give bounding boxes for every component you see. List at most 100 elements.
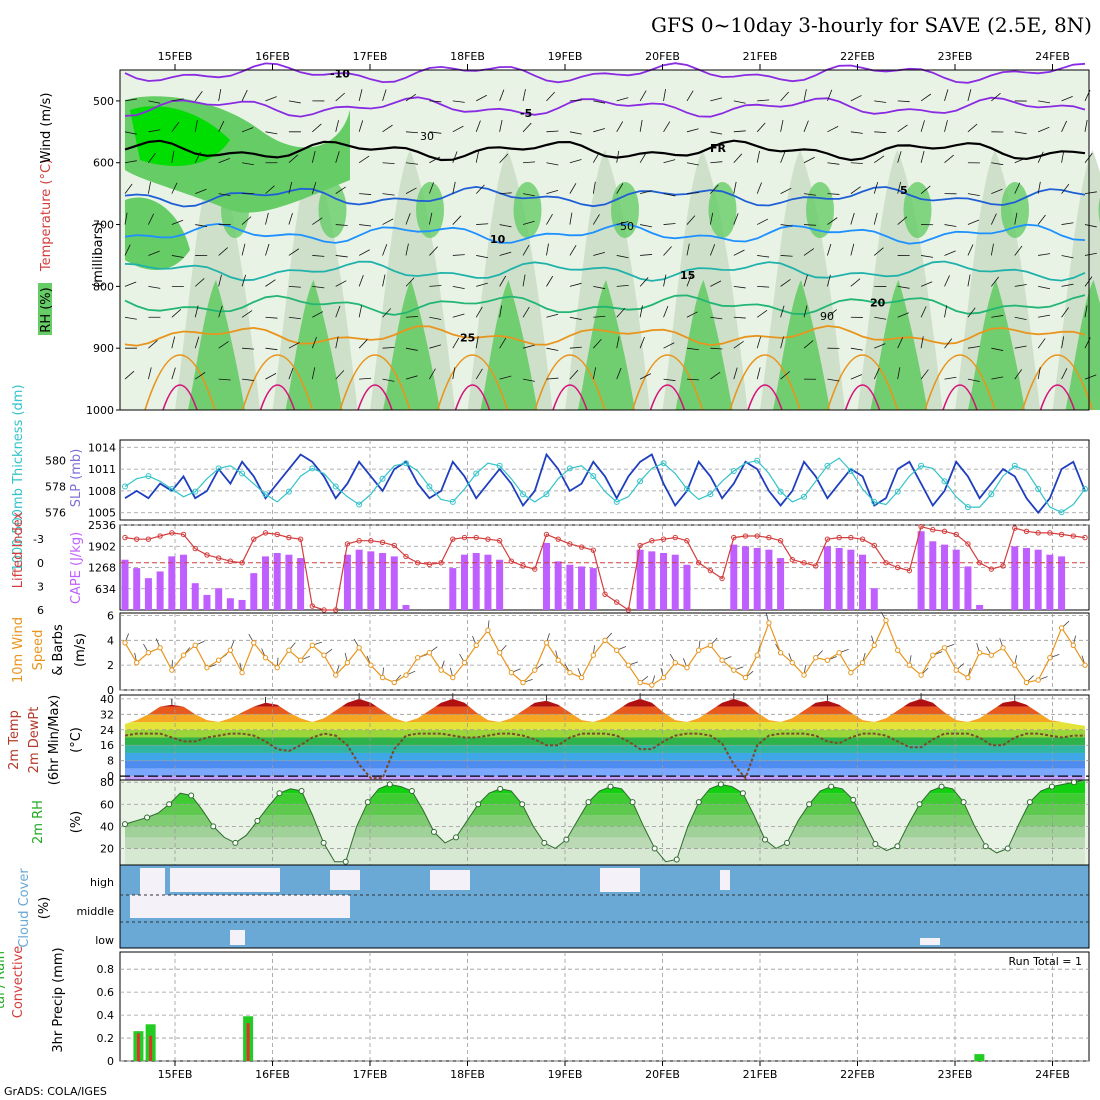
wind-barb: [148, 285, 161, 289]
wind-marker: [918, 672, 924, 678]
cape-bar: [484, 554, 492, 610]
cape-bar: [859, 554, 867, 610]
wind-barb: [569, 159, 582, 164]
bottom-date-label: 17FEB: [353, 1068, 388, 1081]
wind-barb: [382, 274, 386, 287]
wind-marker: [695, 647, 702, 653]
wind-barb: [148, 152, 156, 163]
wind-barb: [288, 212, 293, 225]
wind-barb: [967, 89, 972, 102]
wind-barb: [569, 282, 582, 287]
li-marker: [1082, 534, 1088, 541]
li-marker: [1070, 533, 1076, 539]
wind-barb: [171, 150, 175, 163]
wind-barb: [1061, 150, 1065, 163]
bottom-date-label: 23FEB: [938, 1068, 973, 1081]
top-date-label: 23FEB: [938, 50, 973, 63]
cape-bar: [964, 566, 972, 610]
rh-marker: [673, 856, 680, 863]
wind-marker: [953, 667, 959, 673]
li-marker: [859, 536, 866, 542]
li-marker: [274, 531, 280, 538]
wind-barb: [1037, 338, 1046, 349]
wind-barb: [194, 278, 205, 287]
wind-barb: [1037, 181, 1041, 194]
wind-marker: [543, 640, 550, 646]
isotherm-bump-hot: [552, 384, 588, 411]
wind-barb: [709, 212, 714, 225]
li-marker: [1035, 530, 1041, 536]
wind-barb: [265, 347, 278, 351]
wind-barb: [405, 277, 415, 287]
wind-axis-label-2: Speed: [31, 630, 46, 671]
cape-bar: [191, 583, 199, 610]
wind-barb: [476, 282, 488, 287]
li-marker: [356, 538, 362, 544]
wind-barb: [335, 370, 345, 380]
rh-tick-label: 20: [100, 842, 114, 855]
rh-tick-label: 60: [100, 798, 114, 811]
wind-barb: [452, 151, 458, 163]
wind-barb: [640, 224, 652, 228]
cape-bar: [238, 599, 246, 610]
wind-barb: [405, 187, 417, 194]
wind-barb: [475, 368, 483, 380]
thickness-marker: [1011, 462, 1018, 469]
wind-barb: [1061, 255, 1074, 259]
wind-barb: [733, 285, 746, 289]
top-date-label: 21FEB: [743, 50, 778, 63]
wind-barb: [874, 316, 887, 320]
wind-barb: [874, 100, 887, 103]
wind-barb: [733, 316, 746, 319]
wind-barb: [616, 255, 629, 259]
wind-barb: [850, 278, 861, 287]
wind-barb: [382, 89, 387, 102]
wind-barb: [1084, 191, 1097, 195]
rh-marker: [364, 799, 371, 806]
cape-bar: [168, 556, 176, 610]
li-marker: [227, 558, 234, 564]
wind-barb: [569, 245, 577, 256]
thickness-marker: [894, 488, 901, 495]
wind-marker: [344, 659, 351, 666]
wind-marker: [930, 652, 936, 658]
wind-barb: [944, 275, 950, 287]
wind-marker: [672, 659, 678, 666]
wind-barb: [359, 377, 372, 380]
wind-barb: [920, 120, 925, 132]
wind-barb: [897, 367, 901, 380]
wind-barb: [452, 181, 456, 194]
li-marker: [145, 536, 152, 542]
rh-patch-mid-left: [125, 197, 190, 270]
wind-barb: [499, 375, 512, 380]
wind-barb: [1014, 316, 1027, 321]
wind-barb: [663, 305, 669, 318]
isotherm-bump-hot: [942, 384, 978, 411]
li-marker: [414, 560, 421, 566]
thickness-marker: [707, 491, 714, 498]
wind-barb: [616, 221, 629, 225]
wind-barb: [358, 89, 363, 102]
wind-barb: [475, 306, 483, 318]
wind-marker: [286, 647, 292, 653]
wind-barb: [124, 98, 137, 102]
wind-barb: [897, 216, 908, 225]
wind-barb: [663, 378, 676, 382]
cloud-clear-area: [330, 870, 360, 890]
wind-barb: [452, 337, 460, 349]
wind-barb: [616, 150, 620, 163]
wind-barb: [827, 217, 838, 225]
wind-marker: [719, 657, 725, 663]
li-marker: [578, 544, 585, 550]
cloud-clear-area: [230, 930, 245, 945]
wind-marker: [391, 679, 397, 686]
wind-barb: [616, 183, 624, 194]
wind-barb: [757, 285, 770, 288]
wind-barb: [920, 336, 924, 349]
rh-marker: [563, 836, 570, 843]
cape-bar: [1011, 546, 1019, 610]
wind-barb: [522, 220, 535, 225]
wind-barb: [1038, 126, 1050, 133]
wind-barb: [522, 344, 535, 349]
